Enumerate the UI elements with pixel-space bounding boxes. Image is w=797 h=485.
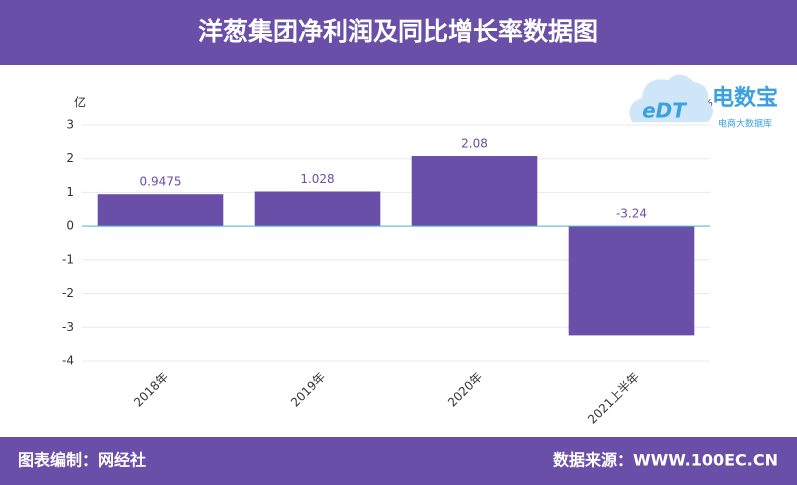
bar bbox=[568, 226, 695, 336]
logo: eDT 电数宝 电商大数据库 bbox=[629, 74, 778, 130]
bar bbox=[254, 191, 381, 227]
y-tick-label: 0 bbox=[66, 219, 74, 233]
logo-subtitle: 电商大数据库 bbox=[718, 118, 772, 130]
value-label: 0.9475 bbox=[140, 175, 182, 189]
y-tick-label: -3 bbox=[62, 320, 74, 334]
footer-left: 图表编制：网经社 bbox=[18, 451, 146, 470]
y-tick-label: -4 bbox=[62, 354, 74, 368]
y-tick-label: -1 bbox=[62, 252, 74, 266]
chart-title: 洋葱集团净利润及同比增长率数据图 bbox=[198, 17, 598, 46]
y-tick-label: -2 bbox=[62, 286, 74, 300]
header-band bbox=[0, 0, 797, 65]
logo-name: 电数宝 bbox=[712, 85, 778, 111]
y-tick-label: 1 bbox=[66, 185, 74, 199]
y-tick-label: 2 bbox=[66, 151, 74, 165]
value-label: 1.028 bbox=[300, 172, 334, 186]
footer-right: 数据来源：WWW.100EC.CN bbox=[553, 451, 778, 470]
bar bbox=[97, 194, 224, 227]
footer-band bbox=[0, 437, 797, 485]
bar bbox=[411, 156, 538, 227]
value-label: -3.24 bbox=[616, 207, 647, 221]
logo-cloud bbox=[629, 74, 713, 122]
y-tick-label: 3 bbox=[66, 118, 74, 132]
y-unit: 亿 bbox=[74, 95, 86, 110]
logo-mark: eDT bbox=[642, 99, 687, 123]
value-label: 2.08 bbox=[461, 137, 488, 151]
